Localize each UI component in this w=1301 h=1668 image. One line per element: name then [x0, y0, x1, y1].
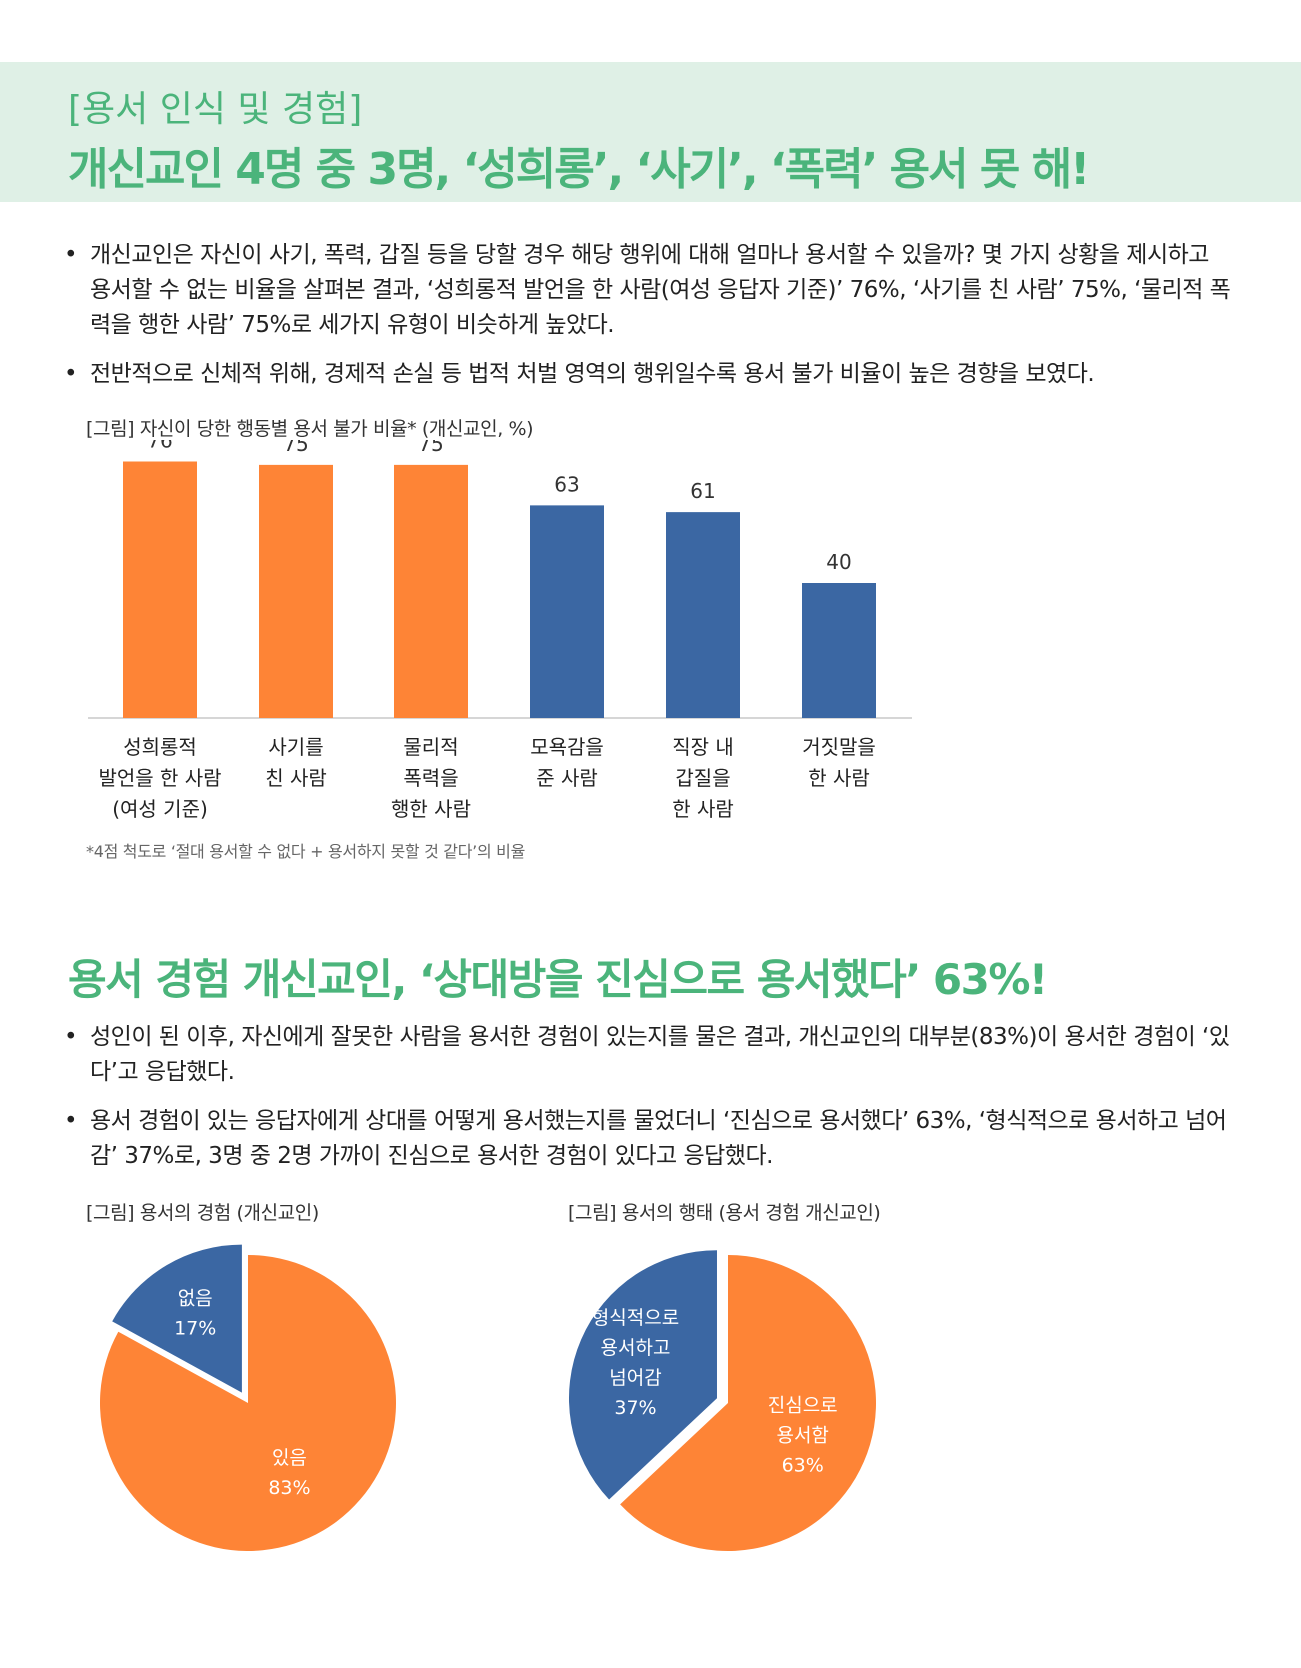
- pie-chart-experience: 없음 17% 있음 83%: [99, 1244, 396, 1551]
- x-tick-label-line: (여성 기준): [112, 797, 208, 821]
- bar-value-label: 75: [418, 440, 443, 456]
- section1-bullet-list: • 개신교인은 자신이 사기, 폭력, 갑질 등을 당할 경우 해당 행위에 대해…: [62, 238, 1232, 406]
- x-tick-label-line: 물리적: [403, 735, 458, 759]
- bar: [666, 512, 740, 718]
- bar: [530, 505, 604, 718]
- x-tick-label-line: 발언을 한 사람: [98, 766, 221, 790]
- pie-label-line: 있음: [272, 1447, 307, 1469]
- pie-slice-label: 있음 83%: [268, 1447, 310, 1499]
- bar: [123, 461, 197, 718]
- bullet-dot: •: [64, 242, 78, 268]
- pie-label-line: 진심으로: [768, 1394, 838, 1416]
- pie-label-line: 17%: [174, 1317, 216, 1339]
- pie1-caption: [그림] 용서의 경험 (개신교인): [86, 1202, 319, 1224]
- page-headline: 개신교인 4명 중 3명, ‘성희롱’, ‘사기’, ‘폭력’ 용서 못 해!: [68, 144, 1090, 195]
- x-tick-label-line: 직장 내: [672, 735, 734, 759]
- bar: [802, 583, 876, 718]
- pie-slice: [99, 1255, 396, 1551]
- bullet-text: 전반적으로 신체적 위해, 경제적 손실 등 법적 처벌 영역의 행위일수록 용…: [90, 361, 1095, 387]
- section2-title: 용서 경험 개신교인, ‘상대방을 진심으로 용서했다’ 63%!: [68, 955, 1048, 1004]
- x-tick-label-line: 한 사람: [808, 766, 870, 790]
- bullet-dot: •: [64, 1108, 78, 1134]
- bullet-text: 개신교인은 자신이 사기, 폭력, 갑질 등을 당할 경우 해당 행위에 대해 …: [90, 242, 1231, 338]
- section-kicker: [용서 인식 및 경험]: [68, 89, 363, 130]
- x-tick-label-line: 사기를: [268, 735, 323, 759]
- bullet-item: • 개신교인은 자신이 사기, 폭력, 갑질 등을 당할 경우 해당 행위에 대해…: [62, 238, 1232, 343]
- pie-slice: [620, 1255, 876, 1551]
- pie-label-line: 83%: [268, 1477, 310, 1499]
- bullet-item: • 전반적으로 신체적 위해, 경제적 손실 등 법적 처벌 영역의 행위일수록 …: [62, 357, 1232, 392]
- x-tick-label-line: 성희롱적: [123, 735, 197, 759]
- bar-value-label: 63: [554, 472, 579, 496]
- bar-value-label: 40: [826, 550, 851, 574]
- pie-slice-label: 없음 17%: [174, 1287, 216, 1339]
- bar: [259, 464, 333, 718]
- bar: [394, 464, 468, 718]
- bar-value-label: 75: [283, 440, 308, 456]
- x-tick-label-line: 한 사람: [672, 797, 734, 821]
- pie-label-line: 37%: [614, 1396, 656, 1418]
- pie-label-line: 용서함: [776, 1424, 828, 1446]
- bar-figure-caption: [그림] 자신이 당한 행동별 용서 불가 비율* (개신교인, %): [86, 418, 534, 440]
- x-tick-label-line: 준 사람: [536, 766, 598, 790]
- bullet-text: 용서 경험이 있는 응답자에게 상대를 어떻게 용서했는지를 물었더니 ‘진심으…: [90, 1108, 1227, 1169]
- bullet-dot: •: [64, 1024, 78, 1050]
- pie-slice: [568, 1250, 717, 1500]
- x-tick-label-line: 모욕감을: [530, 735, 604, 759]
- pie-label-line: 형식적으로: [592, 1306, 679, 1328]
- pie-label-line: 넘어감: [609, 1366, 661, 1388]
- bullet-text: 성인이 된 이후, 자신에게 잘못한 사람을 용서한 경험이 있는지를 물은 결…: [90, 1024, 1230, 1085]
- pie-label-line: 용서하고: [601, 1336, 671, 1358]
- x-tick-label-line: 행한 사람: [391, 797, 471, 821]
- pie2-caption: [그림] 용서의 행태 (용서 경험 개신교인): [568, 1202, 881, 1224]
- bar-value-label: 61: [690, 479, 715, 503]
- pie-label-line: 없음: [178, 1287, 213, 1309]
- bullet-item: • 성인이 된 이후, 자신에게 잘못한 사람을 용서한 경험이 있는지를 물은 …: [62, 1020, 1232, 1090]
- header-band: [0, 62, 1301, 202]
- bar-chart-footnote: *4점 척도로 ‘절대 용서할 수 없다 + 용서하지 못할 것 같다’의 비율: [86, 842, 525, 861]
- pie-label-line: 63%: [782, 1454, 824, 1476]
- x-tick-label-line: 친 사람: [265, 766, 327, 790]
- bullet-dot: •: [64, 361, 78, 387]
- section2-bullet-list: • 성인이 된 이후, 자신에게 잘못한 사람을 용서한 경험이 있는지를 물은 …: [62, 1020, 1232, 1188]
- x-tick-label-line: 갑질을: [675, 766, 730, 790]
- x-tick-label-line: 거짓말을: [802, 735, 876, 759]
- pie-slice: [112, 1244, 242, 1393]
- x-tick-label-line: 폭력을: [403, 766, 458, 790]
- bar-value-label: 76: [147, 440, 172, 453]
- bullet-item: • 용서 경험이 있는 응답자에게 상대를 어떻게 용서했는지를 물었더니 ‘진심…: [62, 1104, 1232, 1174]
